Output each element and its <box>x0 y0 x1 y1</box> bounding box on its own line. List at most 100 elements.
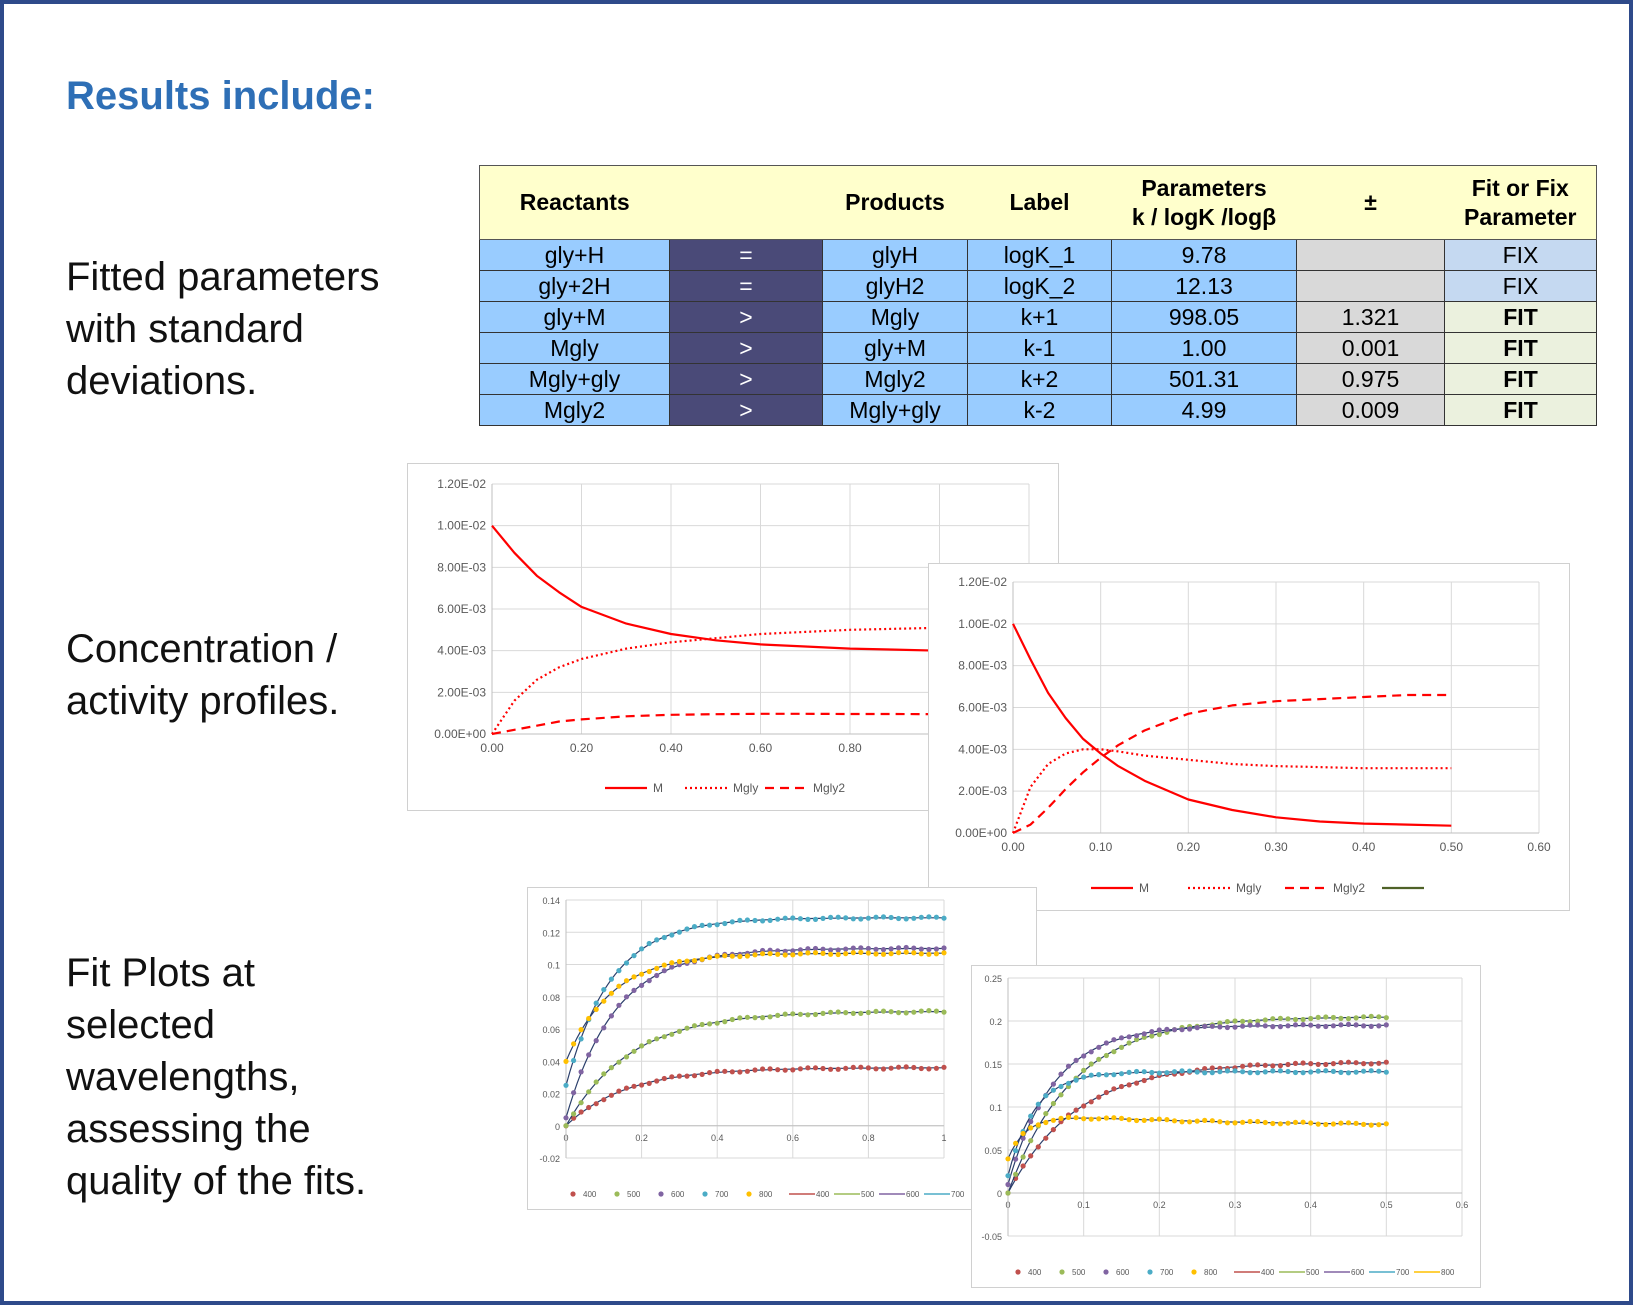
y-tick-label: 0.00E+00 <box>434 727 486 741</box>
x-tick-label: 0.60 <box>749 741 773 755</box>
data-point-600 <box>1103 1040 1109 1046</box>
table-row: gly+M > Mgly k+1 998.05 1.321 FIT <box>479 301 1597 333</box>
data-point-700 <box>1345 1070 1352 1076</box>
data-point-600 <box>858 945 864 951</box>
data-point-400 <box>858 1064 864 1070</box>
data-point-400 <box>578 1109 584 1115</box>
fit-line-400 <box>565 1067 944 1127</box>
data-point-400 <box>1202 1066 1208 1072</box>
data-point-500 <box>1043 1111 1049 1117</box>
data-point-600 <box>1118 1035 1125 1041</box>
data-point-700 <box>1361 1068 1367 1074</box>
table-row: Mgly+gly > Mgly2 k+2 501.31 0.975 FIT <box>479 363 1597 395</box>
cell-label: k+1 <box>967 301 1112 333</box>
x-tick-label: 0.80 <box>838 741 862 755</box>
data-point-600 <box>639 982 645 988</box>
data-point-700 <box>699 922 705 928</box>
data-point-700 <box>782 915 788 921</box>
data-point-600 <box>608 1013 614 1019</box>
data-point-400 <box>623 1085 630 1091</box>
x-tick-label: 0.50 <box>1440 840 1464 854</box>
data-point-800 <box>903 949 909 955</box>
data-point-700 <box>1217 1069 1223 1075</box>
data-point-600 <box>805 946 811 952</box>
legend-label: Mgly <box>1236 881 1261 895</box>
data-point-400 <box>835 1066 841 1072</box>
data-point-600 <box>623 994 630 1000</box>
data-point-400 <box>691 1073 698 1079</box>
data-point-500 <box>880 1008 887 1014</box>
data-point-600 <box>850 945 856 951</box>
data-point-500 <box>850 1010 856 1016</box>
data-point-800 <box>623 978 630 984</box>
legend-label: 500 <box>627 1190 641 1199</box>
legend-marker <box>1059 1269 1065 1275</box>
data-point-600 <box>782 948 788 954</box>
data-point-400 <box>722 1068 728 1074</box>
x-tick-label: 0.3 <box>1229 1200 1242 1210</box>
data-point-400 <box>744 1068 750 1074</box>
data-point-700 <box>737 917 743 923</box>
fit-line-400 <box>1007 1062 1387 1194</box>
data-point-500 <box>578 1100 584 1106</box>
data-point-800 <box>707 954 713 961</box>
data-point-600 <box>1368 1023 1374 1029</box>
data-point-500 <box>812 1011 819 1018</box>
data-point-600 <box>1255 1022 1261 1028</box>
data-point-700 <box>707 922 713 928</box>
data-point-700 <box>1043 1093 1049 1099</box>
data-point-500 <box>1217 1020 1223 1026</box>
data-point-600 <box>888 946 894 952</box>
data-point-700 <box>1308 1069 1314 1075</box>
data-point-400 <box>1088 1099 1094 1105</box>
data-point-500 <box>1262 1017 1268 1023</box>
data-point-700 <box>911 915 917 921</box>
data-point-500 <box>941 1009 947 1015</box>
data-point-500 <box>1088 1061 1094 1067</box>
data-point-400 <box>782 1067 788 1073</box>
data-point-400 <box>1383 1059 1389 1065</box>
data-point-800 <box>1323 1121 1329 1128</box>
y-tick-label: 0.1 <box>989 1103 1002 1113</box>
data-point-600 <box>1149 1029 1155 1035</box>
fit-line-600 <box>565 947 944 1118</box>
header-products: Products <box>822 165 968 240</box>
data-point-600 <box>1073 1057 1079 1063</box>
data-point-400 <box>1308 1061 1314 1067</box>
data-point-600 <box>1315 1023 1321 1029</box>
x-tick-label: 0.00 <box>480 741 504 755</box>
y-tick-label: 0 <box>997 1189 1002 1199</box>
legend-label: 600 <box>906 1190 920 1199</box>
data-point-700 <box>850 916 856 922</box>
series-line-mgly2 <box>1012 693 1452 834</box>
y-tick-label: 0.15 <box>984 1060 1002 1070</box>
y-tick-label: 0.05 <box>984 1146 1002 1156</box>
data-point-800 <box>1179 1119 1185 1125</box>
data-point-800 <box>1013 1140 1019 1146</box>
legend-label: Mgly <box>733 781 758 795</box>
data-point-800 <box>873 951 879 957</box>
data-point-800 <box>608 990 614 996</box>
data-point-400 <box>631 1083 637 1089</box>
data-point-800 <box>729 953 735 959</box>
x-tick-label: 0.00 <box>1001 840 1025 854</box>
series-line-m <box>491 524 940 652</box>
data-point-400 <box>1020 1163 1026 1169</box>
data-point-800 <box>714 953 720 959</box>
data-point-400 <box>1103 1089 1109 1096</box>
data-point-600 <box>933 946 939 952</box>
data-point-600 <box>903 944 909 951</box>
data-point-500 <box>639 1043 645 1049</box>
legend-label: 500 <box>1072 1268 1086 1277</box>
data-point-800 <box>1118 1115 1125 1121</box>
data-point-800 <box>782 952 788 958</box>
y-tick-label: -0.02 <box>539 1154 560 1164</box>
legend-label: 800 <box>1441 1268 1455 1277</box>
data-point-800 <box>820 950 826 956</box>
data-point-700 <box>1292 1069 1299 1076</box>
cell-value: 998.05 <box>1111 301 1297 333</box>
data-point-700 <box>858 916 864 922</box>
data-point-700 <box>1081 1074 1087 1080</box>
data-point-500 <box>782 1011 788 1017</box>
data-point-600 <box>896 945 902 951</box>
